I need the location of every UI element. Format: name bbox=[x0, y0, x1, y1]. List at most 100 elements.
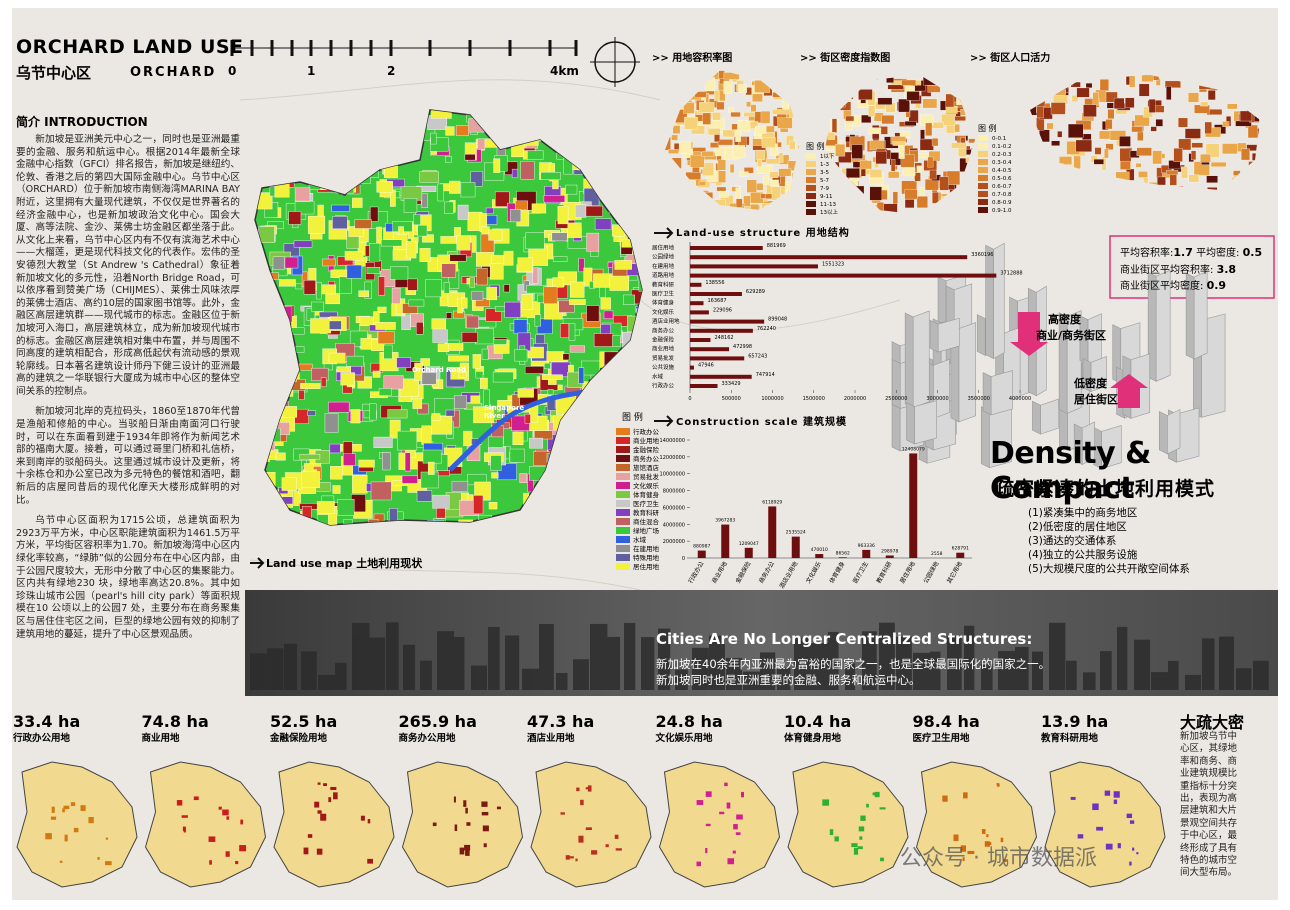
area-parcel bbox=[1132, 847, 1135, 851]
area-outline bbox=[16, 761, 138, 888]
map-parcel bbox=[281, 477, 297, 491]
map-block bbox=[1210, 161, 1227, 167]
map-block bbox=[1155, 119, 1163, 127]
legend-swatch bbox=[806, 169, 816, 175]
map-block bbox=[869, 140, 885, 150]
map-parcel bbox=[543, 195, 566, 203]
building bbox=[912, 310, 930, 409]
area-parcel bbox=[367, 858, 373, 864]
map-block bbox=[904, 189, 918, 200]
map-parcel bbox=[491, 472, 499, 479]
value-label: 762240 bbox=[757, 326, 776, 332]
map-parcel bbox=[343, 519, 353, 525]
map-parcel bbox=[489, 263, 504, 280]
map-parcel bbox=[352, 197, 363, 208]
scale-label: 0 bbox=[228, 64, 237, 78]
map-block bbox=[919, 138, 934, 151]
map-parcel bbox=[387, 409, 408, 419]
map-parcel bbox=[389, 508, 398, 525]
intro: 新加坡是亚洲美元中心之一，同时也是亚洲最重要的金融、服务和航运中心。根据2014… bbox=[16, 134, 240, 649]
bar bbox=[690, 319, 765, 324]
area-map bbox=[658, 761, 781, 888]
area-parcel bbox=[587, 785, 592, 792]
category-label: 金融保险 bbox=[652, 336, 675, 344]
map-parcel bbox=[485, 207, 494, 214]
map-block bbox=[729, 164, 735, 173]
intro-paragraph: 新加坡河北岸的克拉码头，1860至1870年代曾是渔船和修船的中心。当驳船日渐由… bbox=[16, 406, 240, 506]
area-parcel bbox=[733, 824, 738, 830]
map-parcel bbox=[509, 448, 525, 463]
map-parcel bbox=[282, 406, 298, 418]
legend-swatch bbox=[616, 563, 630, 570]
area-parcel bbox=[222, 809, 229, 816]
area-parcel bbox=[73, 827, 79, 833]
area-outline bbox=[401, 761, 524, 888]
map-parcel bbox=[272, 256, 285, 270]
value-label: 333429 bbox=[722, 381, 741, 387]
area-parcel bbox=[996, 783, 1000, 787]
map-parcel bbox=[344, 251, 364, 261]
value-label: 6118929 bbox=[762, 499, 782, 505]
map-block bbox=[702, 112, 711, 125]
map-block bbox=[827, 132, 835, 140]
skyline-building bbox=[488, 626, 500, 690]
area-parcel bbox=[727, 858, 735, 865]
map-parcel bbox=[382, 452, 391, 471]
map-block bbox=[762, 175, 769, 186]
map-parcel bbox=[346, 264, 362, 279]
area-outline bbox=[273, 761, 395, 888]
map-block bbox=[769, 179, 779, 187]
legend-title: 图 例 bbox=[622, 413, 643, 423]
map-parcel bbox=[565, 184, 578, 195]
area-parcel bbox=[51, 806, 55, 813]
skyline-building bbox=[1015, 646, 1029, 690]
area-parcel bbox=[176, 800, 183, 806]
legend-label: 贸易批发 bbox=[633, 472, 660, 481]
map-block bbox=[743, 203, 760, 210]
legend-swatch bbox=[616, 428, 630, 435]
stat-value: 3.8 bbox=[1216, 263, 1237, 276]
map-parcel bbox=[600, 297, 611, 310]
map-parcel bbox=[320, 377, 327, 387]
map-parcel bbox=[504, 301, 521, 318]
x-tick-label: 3000000 bbox=[926, 396, 948, 402]
map-block bbox=[901, 79, 917, 86]
map-parcel bbox=[415, 322, 424, 335]
map-parcel bbox=[373, 436, 393, 448]
bar bbox=[690, 282, 702, 287]
skyline-building bbox=[930, 651, 941, 690]
value-label: 880987 bbox=[693, 544, 710, 550]
bar bbox=[690, 328, 753, 333]
map-parcel bbox=[569, 299, 586, 305]
area-outline bbox=[530, 761, 652, 888]
value-label: 12408079 bbox=[902, 446, 925, 452]
skyline-building bbox=[1083, 672, 1096, 690]
map-block bbox=[749, 121, 759, 129]
area-parcel bbox=[59, 860, 63, 863]
bar bbox=[815, 554, 824, 558]
legend-swatch bbox=[978, 183, 988, 189]
map-block bbox=[789, 140, 796, 150]
stat: 商业街区平均容积率: 3.8 bbox=[1120, 261, 1236, 276]
value-label: 881969 bbox=[767, 243, 786, 249]
area-parcel bbox=[834, 836, 839, 842]
area-parcel bbox=[64, 834, 68, 842]
category-label: 公共设施 bbox=[652, 363, 675, 371]
map-parcel bbox=[517, 257, 533, 272]
building-side bbox=[1032, 400, 1041, 435]
map-parcel bbox=[294, 187, 311, 202]
map-block bbox=[1164, 80, 1181, 88]
map-block bbox=[868, 105, 876, 117]
map-block bbox=[898, 98, 910, 113]
map-parcel bbox=[422, 234, 434, 243]
legend-swatch bbox=[616, 446, 630, 453]
skyline-building bbox=[828, 631, 839, 690]
bar bbox=[862, 549, 871, 558]
map-block bbox=[1099, 79, 1109, 91]
map-block bbox=[714, 147, 726, 157]
map-block bbox=[701, 151, 714, 157]
area-parcel bbox=[1113, 799, 1118, 804]
area-parcel bbox=[984, 841, 990, 847]
map-block bbox=[735, 187, 741, 200]
map-block bbox=[1188, 92, 1199, 103]
